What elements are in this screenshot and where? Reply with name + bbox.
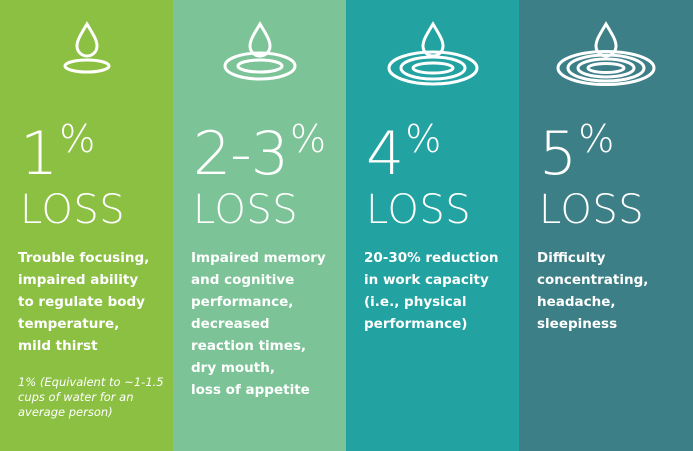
symptoms-description: Impaired memory and cognitive performanc… [191,250,326,398]
symptoms-description: 20-30% reduction in work capacity (i.e.,… [364,250,499,332]
column-4-percent-loss: 4% LOSS 20-30% reduction in work capacit… [346,0,519,451]
loss-label: LOSS [539,187,645,233]
percent-value: 1% [20,117,95,189]
loss-label: LOSS [193,187,299,233]
water-drop-many-ripples-icon [519,16,693,86]
column-2-3-percent-loss: 2-3% LOSS Impaired memory and cognitive … [173,0,346,451]
footnote: 1% (Equivalent to ~1-1.5 cups of water f… [18,375,164,419]
water-drop-ripple-icon [173,16,346,86]
percent-value: 2-3% [193,117,326,189]
column-1-percent-loss: 1% LOSS Trouble focusing, impaired abili… [0,0,173,451]
symptoms-description: Difficulty concentrating, headache, slee… [537,250,649,332]
percent-value: 5% [539,117,614,189]
water-drop-icon [0,16,173,86]
loss-label: LOSS [20,187,126,233]
water-drop-ripples-icon [346,16,519,86]
column-5-percent-loss: 5% LOSS Difficulty concentrating, headac… [519,0,693,451]
loss-label: LOSS [366,187,472,233]
symptoms-description: Trouble focusing, impaired ability to re… [18,250,150,354]
percent-value: 4% [366,117,441,189]
